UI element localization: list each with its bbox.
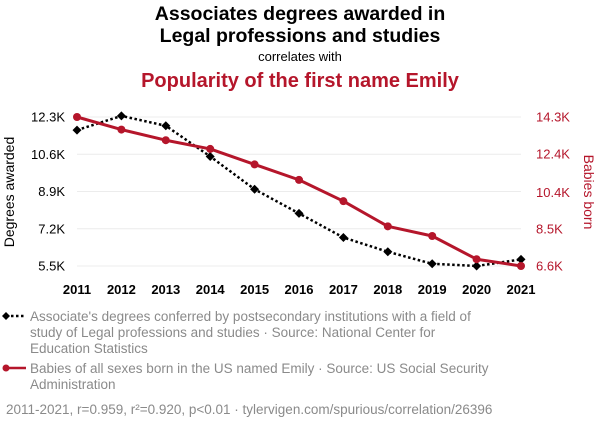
x-tick-label: 2019 bbox=[418, 282, 447, 297]
x-tick-label: 2020 bbox=[462, 282, 491, 297]
x-tick-label: 2012 bbox=[107, 282, 136, 297]
legend-series2-text-line2: Administration bbox=[30, 377, 116, 392]
left-tick-label: 5.5K bbox=[38, 259, 65, 274]
x-tick-label: 2014 bbox=[196, 282, 226, 297]
right-tick-label: 14.3K bbox=[536, 110, 570, 125]
legend-series2-text-line1: Babies of all sexes born in the US named… bbox=[30, 361, 489, 376]
series-1-point bbox=[516, 254, 526, 264]
series-1-point bbox=[338, 233, 348, 243]
left-tick-label: 7.2K bbox=[38, 221, 65, 236]
series-layer bbox=[76, 114, 522, 268]
series-1-point bbox=[72, 125, 82, 135]
right-tick-label: 12.4K bbox=[536, 146, 570, 161]
left-tick-label: 10.6K bbox=[31, 147, 65, 162]
legend-series1: Associate's degrees conferred by postsec… bbox=[2, 309, 471, 356]
series-2-point bbox=[383, 222, 392, 231]
left-axis-ticks: 5.5K 7.2K 8.9K 10.6K 12.3K bbox=[31, 110, 65, 274]
right-tick-label: 6.6K bbox=[536, 259, 563, 274]
left-tick-label: 12.3K bbox=[31, 110, 65, 125]
left-tick-label: 8.9K bbox=[38, 184, 65, 199]
x-tick-label: 2011 bbox=[63, 282, 91, 297]
x-tick-label: 2013 bbox=[151, 282, 180, 297]
x-tick-label: 2017 bbox=[329, 282, 358, 297]
grid-lines bbox=[77, 116, 521, 267]
legend-series2-marker bbox=[2, 364, 10, 372]
marker-layer bbox=[72, 111, 526, 271]
series-2-point bbox=[517, 262, 525, 270]
series-1-point bbox=[294, 208, 304, 218]
legend-series2: Babies of all sexes born in the US named… bbox=[2, 361, 489, 392]
chart-connector-text: correlates with bbox=[258, 49, 342, 64]
footnote: 2011-2021, r=0.959, r²=0.920, p<0.01 · t… bbox=[6, 402, 492, 417]
series-1-point bbox=[427, 259, 437, 269]
series-1-point bbox=[383, 247, 393, 257]
series-2-point bbox=[117, 125, 126, 134]
series-2-point bbox=[295, 175, 303, 184]
series-2-point bbox=[428, 232, 437, 241]
legend-series1-marker bbox=[2, 312, 10, 320]
series-2-point bbox=[161, 136, 170, 145]
series-1-line bbox=[76, 114, 522, 268]
series-1-point bbox=[161, 121, 171, 131]
series-2-point bbox=[73, 113, 81, 121]
x-axis-ticks: 2011 2012 2013 2014 2015 2016 2017 2018 2019 2020… bbox=[63, 282, 536, 297]
x-tick-label: 2018 bbox=[373, 282, 402, 297]
chart-second-title: Popularity of the first name Emily bbox=[141, 70, 460, 92]
legend-series1-text-line2: study of Legal professions and studies ·… bbox=[30, 325, 436, 340]
series-2-point bbox=[206, 144, 215, 153]
x-tick-label: 2015 bbox=[240, 282, 269, 297]
series-1-point bbox=[250, 184, 260, 194]
series-2-point bbox=[250, 160, 259, 169]
x-tick-label: 2016 bbox=[285, 282, 314, 297]
right-axis-ticks: 6.6K 8.5K 10.4K 12.4K 14.3K bbox=[536, 110, 570, 274]
chart-title-line1: Associates degrees awarded in bbox=[155, 3, 445, 25]
left-axis-label: Degrees awarded bbox=[1, 137, 17, 248]
right-axis-label: Babies born bbox=[581, 155, 597, 230]
series-1-point bbox=[472, 261, 482, 271]
series-1-point bbox=[116, 111, 126, 121]
legend-series1-text-line1: Associate's degrees conferred by postsec… bbox=[30, 309, 471, 324]
chart-title-line2: Legal professions and studies bbox=[160, 25, 441, 47]
series-2-point bbox=[472, 255, 481, 264]
right-tick-label: 8.5K bbox=[536, 222, 563, 237]
series-2-point bbox=[339, 197, 348, 206]
legend: Associate's degrees conferred by postsec… bbox=[2, 309, 489, 392]
legend-series1-text-line3: Education Statistics bbox=[30, 341, 148, 356]
series-1-point bbox=[205, 151, 215, 161]
right-tick-label: 10.4K bbox=[536, 185, 570, 200]
x-tick-label: 2021 bbox=[507, 282, 536, 297]
